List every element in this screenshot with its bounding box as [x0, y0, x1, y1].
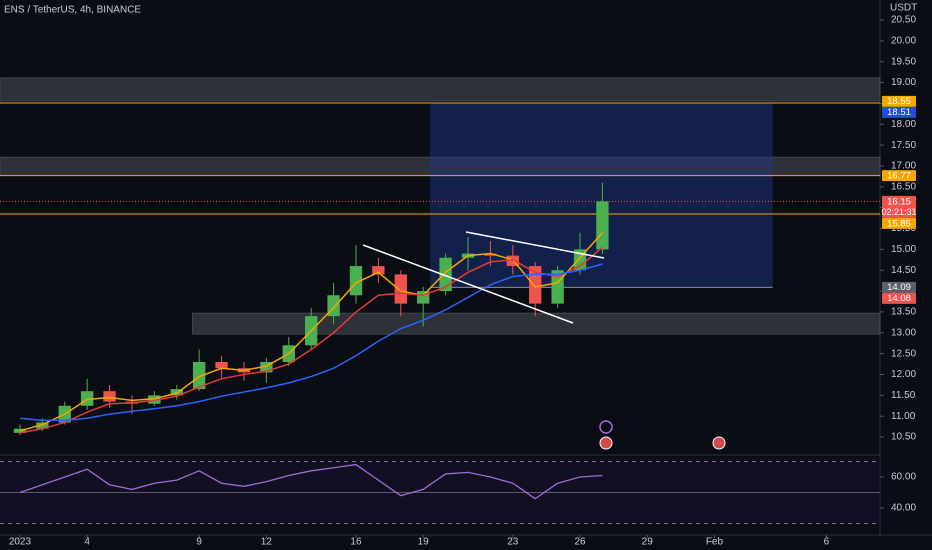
price-label: [882, 106, 916, 118]
y-tick-label: 15.00: [891, 244, 916, 255]
x-tick-label: 2023: [9, 537, 32, 548]
price-label-text: 16.15: [887, 196, 911, 207]
price-label: [882, 170, 916, 182]
y-tick-label: 17.50: [891, 140, 916, 151]
x-tick-label: Feb: [706, 537, 724, 548]
y-tick-label: 11.50: [891, 390, 916, 401]
price-label-text: 18.55: [887, 96, 911, 107]
price-label-text: 15.85: [887, 218, 911, 229]
event-icon[interactable]: [599, 420, 613, 434]
price-label-text: 14.09: [887, 282, 911, 293]
moving-average: [19, 263, 603, 422]
event-icon[interactable]: [712, 436, 726, 450]
y-tick-label: 11.00: [891, 411, 916, 422]
moving-average: [19, 232, 603, 432]
candle-body: [394, 274, 407, 304]
y-tick-label: 13.00: [891, 327, 916, 338]
candle-body: [596, 201, 609, 250]
plot: [0, 77, 881, 435]
y-tick-label: 10.50: [891, 432, 916, 443]
rsi-background: [0, 458, 880, 524]
x-tick-label: 29: [642, 537, 654, 548]
price-label-countdown: 02:21:31: [881, 207, 916, 217]
price-label-text: 16.77: [887, 170, 911, 181]
x-tick-label: 9: [196, 537, 202, 548]
y-tick-label: 20.50: [891, 15, 916, 26]
price-label: [882, 292, 916, 304]
event-icon[interactable]: [599, 436, 613, 450]
y-tick-label: 20.00: [891, 36, 916, 47]
price-label-text: 18.51: [887, 107, 911, 118]
candle-body: [349, 266, 363, 296]
candle-body: [215, 361, 228, 369]
moving-average: [19, 246, 603, 434]
price-label: [882, 195, 916, 218]
rsi-tick-label: 60.00: [891, 472, 916, 483]
price-label: [882, 95, 916, 107]
candle-body: [103, 391, 116, 402]
price-unit: USDT: [890, 3, 917, 14]
x-tick-label: 12: [261, 537, 273, 548]
candle-body: [193, 361, 206, 390]
trend-line: [362, 244, 574, 324]
x-tick-label: 6: [824, 537, 830, 548]
y-tick-label: 18.00: [891, 119, 916, 130]
zone: [0, 77, 881, 102]
y-tick-label: 19.00: [891, 77, 916, 88]
candle-body: [170, 389, 183, 396]
price-label-text: 14.08: [887, 293, 911, 304]
x-tick-label: 23: [507, 537, 519, 548]
target-box: [429, 103, 773, 288]
price-label: [882, 281, 916, 293]
y-tick-label: 13.50: [891, 307, 916, 318]
chart-title: ENS / TetherUS, 4h, BINANCE: [4, 5, 141, 16]
y-tick-label: 14.50: [891, 265, 916, 276]
y-tick-label: 12.00: [891, 369, 916, 380]
y-tick-label: 16.50: [891, 181, 916, 192]
rsi-tick-label: 40.00: [891, 503, 916, 514]
y-tick-label: 17.00: [891, 161, 916, 172]
candle-body: [529, 266, 542, 304]
x-tick-label: 4: [84, 537, 90, 548]
y-tick-label: 12.50: [891, 348, 916, 359]
trend-line: [465, 231, 605, 259]
x-tick-label: 26: [574, 537, 586, 548]
candle-body: [36, 422, 49, 429]
rsi-line: [19, 463, 603, 500]
candle-body: [372, 266, 385, 275]
candle-body: [260, 361, 273, 373]
zone: [191, 312, 881, 335]
candle-body: [439, 257, 452, 292]
candle-body: [148, 395, 161, 404]
price-label: [882, 217, 916, 229]
candle-body: [484, 253, 497, 256]
y-tick-label: 19.50: [891, 56, 916, 67]
x-tick-label: 19: [418, 537, 430, 548]
x-tick-label: 16: [350, 537, 362, 548]
